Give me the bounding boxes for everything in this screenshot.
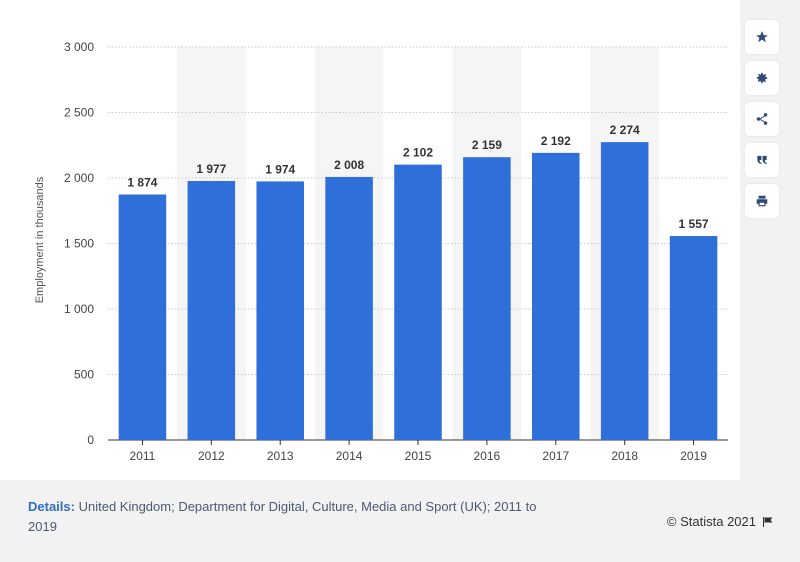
y-tick-label: 2 000 bbox=[64, 171, 94, 185]
bar-chart: 0 500 1 000 1 500 2 000 2 500 3 000 1 874 2011 1 … bbox=[64, 40, 728, 463]
data-label: 2 274 bbox=[610, 123, 640, 137]
print-button[interactable] bbox=[745, 184, 779, 218]
source-details: Details: United Kingdom; Department for … bbox=[28, 497, 548, 537]
x-tick-label: 2019 bbox=[680, 449, 707, 463]
x-tick-label: 2018 bbox=[611, 449, 638, 463]
x-tick-label: 2011 bbox=[130, 449, 156, 463]
x-tick-label: 2016 bbox=[474, 449, 501, 463]
bar bbox=[187, 181, 236, 440]
star-icon bbox=[756, 31, 768, 43]
bar bbox=[600, 142, 649, 440]
bar bbox=[325, 176, 373, 440]
toolbar bbox=[745, 20, 781, 218]
bar bbox=[118, 194, 167, 440]
x-tick-label: 2017 bbox=[542, 449, 569, 463]
details-text: United Kingdom; Department for Digital, … bbox=[28, 499, 537, 534]
y-tick-label: 1 000 bbox=[64, 302, 94, 316]
x-tick-label: 2013 bbox=[267, 449, 294, 463]
x-tick-label: 2014 bbox=[336, 449, 363, 463]
y-tick-label: 500 bbox=[74, 368, 94, 382]
bar bbox=[394, 164, 442, 440]
favorite-button[interactable] bbox=[745, 20, 779, 54]
data-label: 1 974 bbox=[265, 162, 295, 176]
flag-icon bbox=[763, 516, 773, 527]
quote-icon bbox=[757, 155, 767, 165]
bar bbox=[669, 236, 718, 440]
data-label: 2 102 bbox=[403, 146, 433, 160]
y-tick-label: 3 000 bbox=[64, 40, 94, 54]
copyright[interactable]: © Statista 2021 bbox=[667, 514, 774, 529]
share-button[interactable] bbox=[745, 102, 779, 136]
data-label: 1 874 bbox=[127, 176, 157, 190]
y-tick-label: 2 500 bbox=[64, 106, 94, 120]
cite-button[interactable] bbox=[745, 143, 779, 177]
x-tick-label: 2012 bbox=[198, 449, 225, 463]
data-label: 1 557 bbox=[679, 217, 709, 231]
y-tick-label: 0 bbox=[87, 433, 94, 447]
details-label: Details: bbox=[28, 499, 75, 514]
data-label: 2 008 bbox=[334, 158, 364, 172]
copyright-text: © Statista 2021 bbox=[666, 514, 756, 529]
data-label: 1 977 bbox=[196, 162, 226, 176]
x-tick-label: 2015 bbox=[405, 449, 432, 463]
data-label: 2 159 bbox=[472, 138, 502, 152]
y-tick-label: 1 500 bbox=[64, 237, 94, 251]
data-label: 2 192 bbox=[541, 134, 571, 148]
gear-icon bbox=[756, 72, 768, 84]
print-icon bbox=[756, 195, 768, 207]
chart-area: 0 500 1 000 1 500 2 000 2 500 3 000 1 874 2011 1 … bbox=[0, 0, 740, 480]
y-axis-label: Employment in thousands bbox=[34, 176, 46, 304]
bar bbox=[256, 181, 304, 440]
bar bbox=[532, 152, 580, 440]
share-icon bbox=[756, 113, 768, 125]
settings-button[interactable] bbox=[745, 61, 779, 95]
bar bbox=[463, 157, 511, 440]
